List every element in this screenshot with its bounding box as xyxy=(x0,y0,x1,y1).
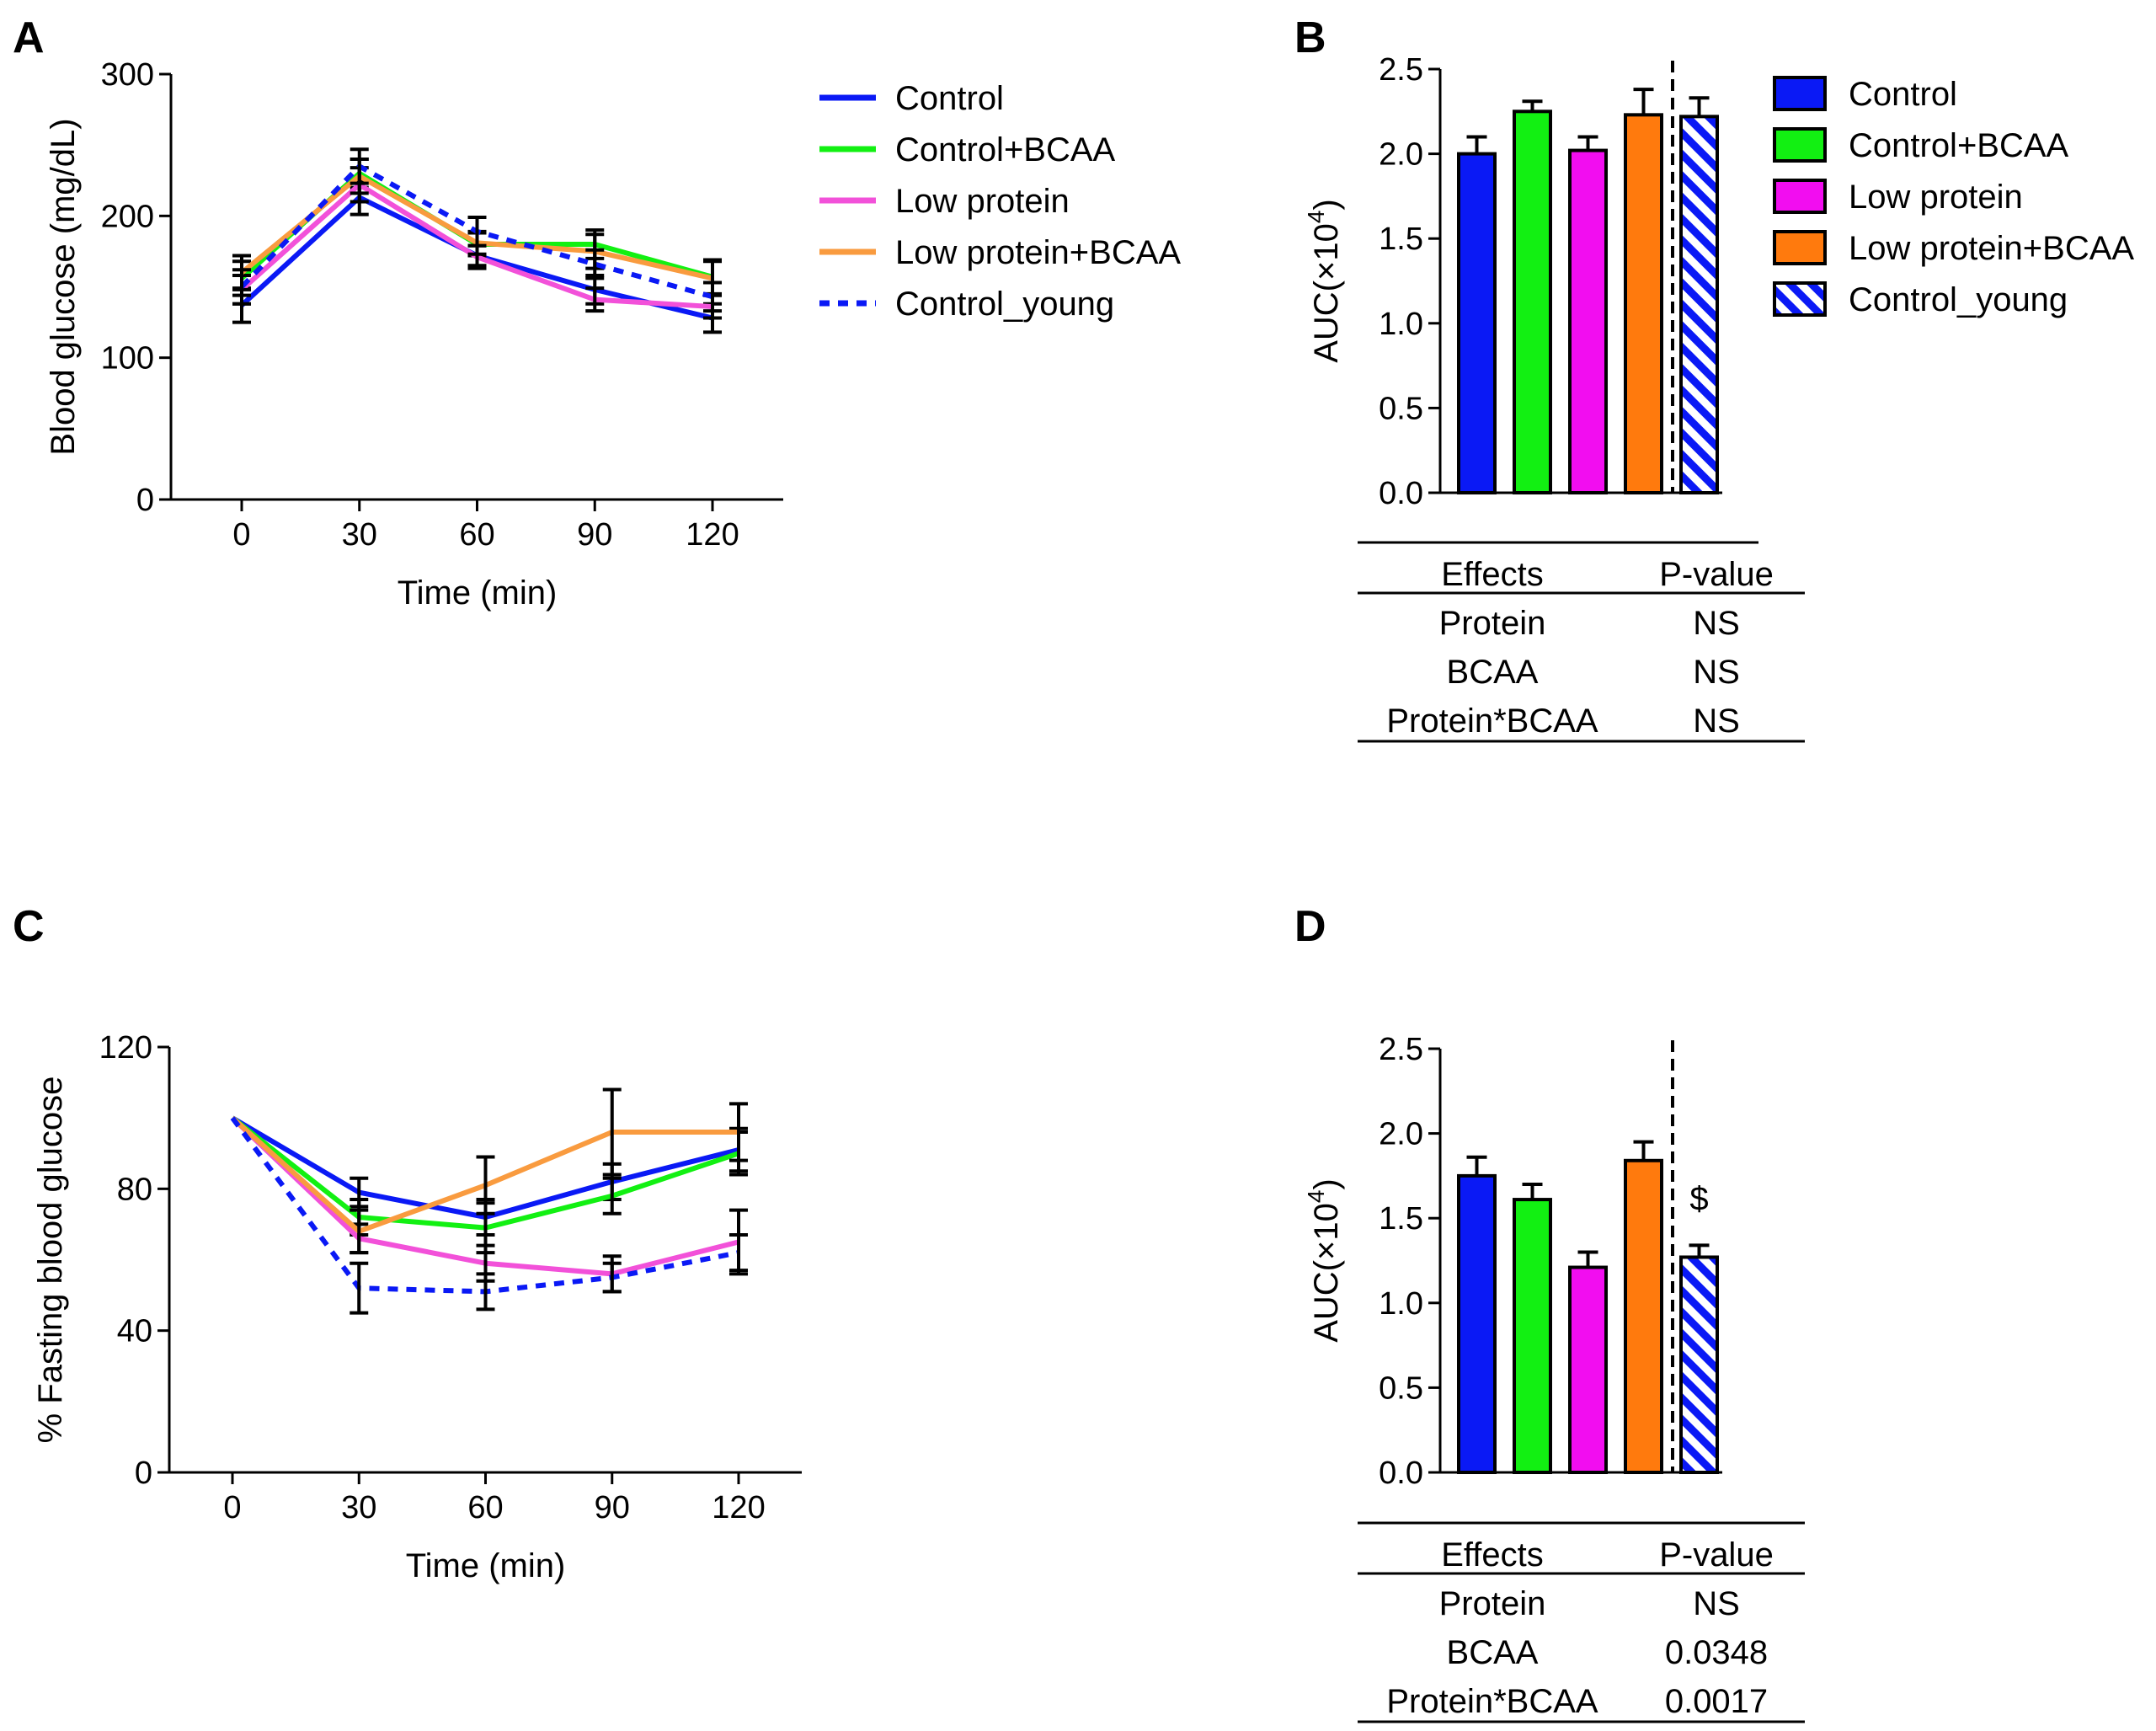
legend-label: Control+BCAA xyxy=(1849,127,2069,164)
y-tick-label: 40 xyxy=(117,1314,152,1349)
legend-swatch xyxy=(1773,127,1827,163)
legend-swatch xyxy=(1773,76,1827,111)
panel-d: D 0.0 0.5 1.0 1.5 2.0 2.5 AUC(×104) $ Effects P-va… xyxy=(1294,902,1805,1723)
x-tick-label: 60 xyxy=(459,517,494,553)
table-header: P-value xyxy=(1659,1536,1774,1573)
x-tick-label: 90 xyxy=(595,1490,630,1525)
y-tick-label: 1.0 xyxy=(1379,1286,1423,1322)
legend-swatch xyxy=(1773,281,1827,317)
y-tick-label: 1.5 xyxy=(1379,222,1423,257)
y-axis-label: % Fasting blood glucose xyxy=(32,1077,69,1444)
y-label-superscript: 4 xyxy=(1303,211,1329,224)
table-header: P-value xyxy=(1659,556,1774,593)
x-tick-label: 0 xyxy=(223,1490,241,1525)
x-tick-label: 120 xyxy=(712,1490,765,1525)
y-tick-label: 2.0 xyxy=(1379,137,1423,173)
table-cell: Protein*BCAA xyxy=(1386,703,1598,740)
bar-4 xyxy=(1679,1255,1719,1474)
y-tick-label: 2.5 xyxy=(1379,1032,1423,1067)
table-cell: BCAA xyxy=(1447,654,1539,691)
table-cell: NS xyxy=(1693,654,1740,691)
legend-label: Control_young xyxy=(1849,281,2068,318)
legend-label: Low protein xyxy=(1849,179,2023,216)
panel-label: B xyxy=(1294,13,1326,62)
y-label-main: AUC(×10 xyxy=(1308,1203,1345,1343)
table-cell: 0.0348 xyxy=(1665,1634,1768,1671)
y-label-superscript: 4 xyxy=(1303,1190,1329,1204)
y-tick-label: 1.0 xyxy=(1379,307,1423,342)
y-tick-label: 2.0 xyxy=(1379,1117,1423,1152)
bar-1 xyxy=(1513,1198,1552,1474)
y-tick-label: 200 xyxy=(101,199,154,234)
x-tick-label: 0 xyxy=(232,517,250,553)
bar-0 xyxy=(1457,1173,1497,1475)
table-cell: NS xyxy=(1693,1585,1740,1622)
x-tick-label: 60 xyxy=(467,1490,503,1525)
y-axis-label: AUC(×104) xyxy=(1303,1178,1345,1343)
panel-b: B 0.0 0.5 1.0 1.5 2.0 2.5 AUC(×104) Control Contr… xyxy=(1294,13,2134,743)
table-cell: NS xyxy=(1693,703,1740,740)
y-tick-label: 0 xyxy=(135,1456,152,1491)
table-cell: NS xyxy=(1693,605,1740,642)
y-tick-label: 80 xyxy=(117,1172,152,1207)
panel-label: A xyxy=(13,13,45,62)
table-header: Effects xyxy=(1441,556,1544,593)
legend-label: Control xyxy=(895,80,1004,117)
y-tick-label: 1.5 xyxy=(1379,1201,1423,1237)
bar-2 xyxy=(1568,1265,1608,1474)
panel-a: A 0 100 200 300 0 30 60 90 120 Time (min) Blood glu… xyxy=(13,13,1181,612)
bar-1 xyxy=(1513,110,1552,495)
legend-label: Low protein+BCAA xyxy=(1849,230,2134,267)
table-cell: BCAA xyxy=(1447,1634,1539,1671)
legend-label: Control xyxy=(1849,76,1957,113)
bar-3 xyxy=(1624,1158,1663,1474)
y-tick-label: 0 xyxy=(136,483,154,518)
legend-label: Control+BCAA xyxy=(895,131,1116,168)
panel-label: C xyxy=(13,902,45,951)
significance-mark: $ xyxy=(1689,1180,1708,1217)
y-tick-label: 120 xyxy=(99,1030,152,1066)
y-tick-label: 300 xyxy=(101,57,154,93)
x-axis-label: Time (min) xyxy=(398,574,558,612)
y-tick-label: 0.5 xyxy=(1379,1370,1423,1406)
legend-label: Low protein xyxy=(895,183,1070,220)
legend-label: Control_young xyxy=(895,286,1114,323)
bar-3 xyxy=(1624,113,1663,494)
panel-label: D xyxy=(1294,902,1326,951)
y-label-close: ) xyxy=(1308,1178,1345,1189)
y-label-close: ) xyxy=(1308,199,1345,210)
y-tick-label: 2.5 xyxy=(1379,52,1423,88)
legend-swatch xyxy=(1773,230,1827,265)
table-header: Effects xyxy=(1441,1536,1544,1573)
bar-2 xyxy=(1568,148,1608,495)
bar-4 xyxy=(1679,115,1719,494)
y-label-main: AUC(×10 xyxy=(1308,223,1345,363)
table-cell: Protein xyxy=(1439,1585,1546,1622)
x-tick-label: 90 xyxy=(577,517,612,553)
x-axis-label: Time (min) xyxy=(406,1547,566,1584)
y-axis-label: AUC(×104) xyxy=(1303,199,1345,363)
bar-0 xyxy=(1457,152,1497,494)
legend-swatch xyxy=(1773,179,1827,214)
panel-c: C 0 40 80 120 0 30 60 90 120 Time (min) % Fasting b… xyxy=(13,902,802,1584)
table-cell: 0.0017 xyxy=(1665,1683,1768,1720)
y-tick-label: 0.0 xyxy=(1379,1456,1423,1491)
legend-label: Low protein+BCAA xyxy=(895,234,1181,271)
y-tick-label: 100 xyxy=(101,341,154,377)
table-cell: Protein*BCAA xyxy=(1386,1683,1598,1720)
y-tick-label: 0.5 xyxy=(1379,391,1423,426)
x-tick-label: 30 xyxy=(341,1490,376,1525)
x-tick-label: 120 xyxy=(686,517,739,553)
x-tick-label: 30 xyxy=(342,517,377,553)
y-axis-label: Blood glucose (mg/dL) xyxy=(45,118,82,455)
y-tick-label: 0.0 xyxy=(1379,476,1423,511)
table-cell: Protein xyxy=(1439,605,1546,642)
